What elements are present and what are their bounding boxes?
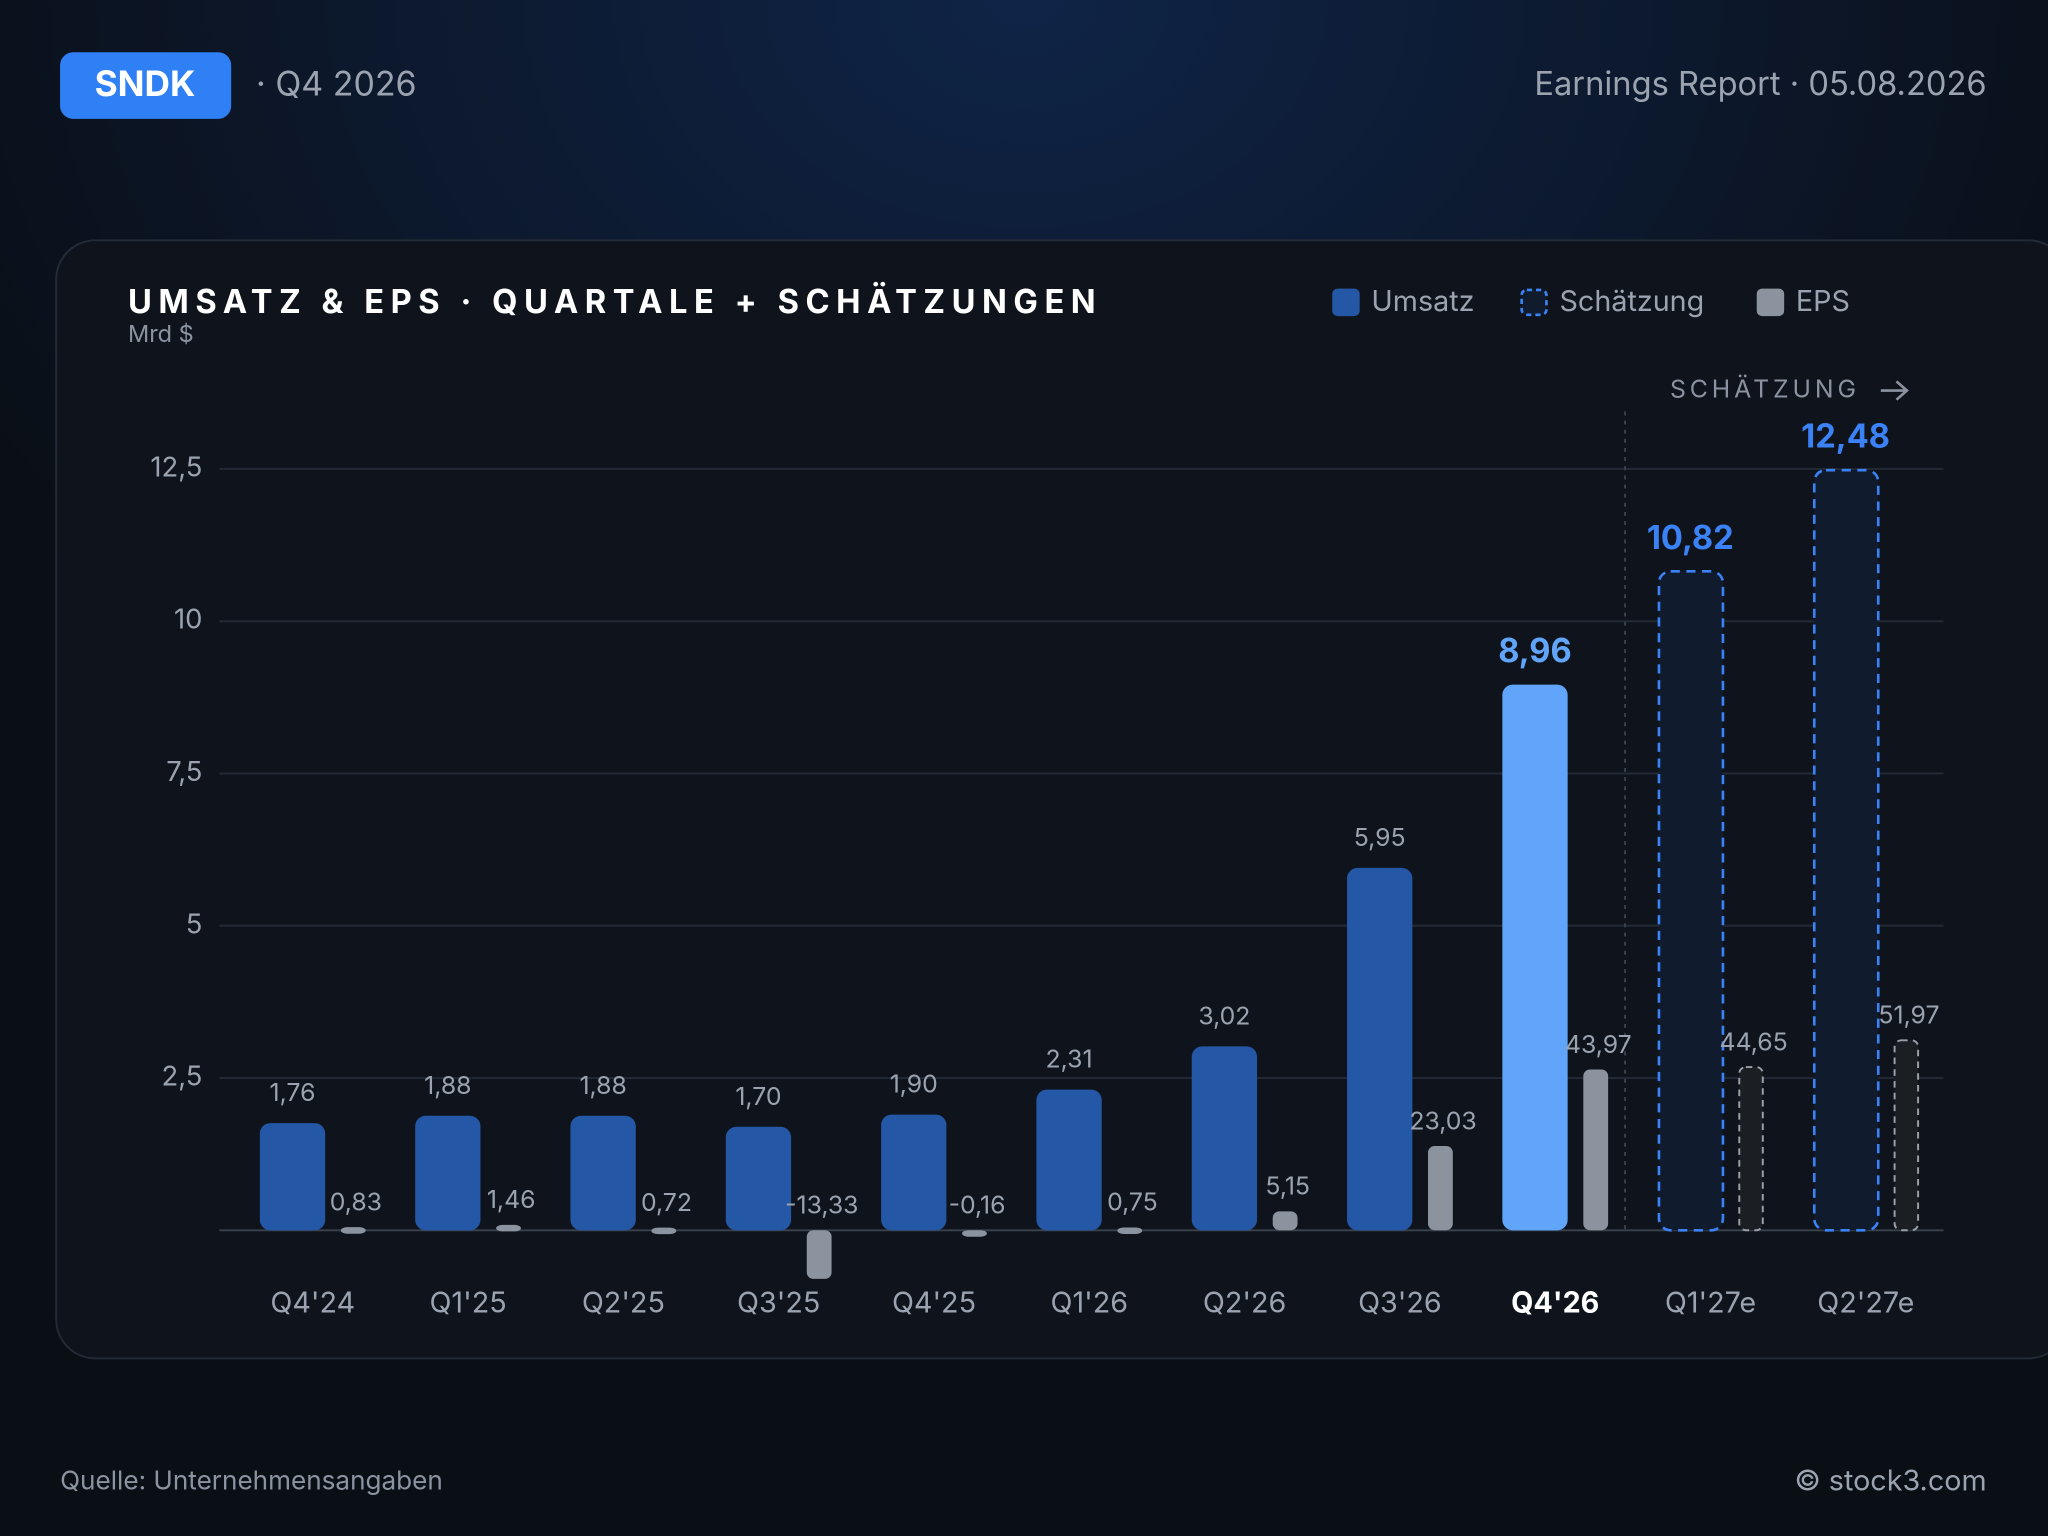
eps-value-label: -0,16 [949, 1189, 1006, 1219]
x-tick-label: Q3'25 [737, 1285, 820, 1320]
x-tick-label: Q4'26 [1511, 1285, 1599, 1320]
eps-value-label: 43,97 [1565, 1029, 1632, 1059]
eps-bar [340, 1227, 366, 1234]
eps-value-label: 23,03 [1409, 1105, 1476, 1135]
eps-bar [651, 1227, 677, 1235]
revenue-bar [881, 1114, 947, 1231]
revenue-bar [415, 1115, 481, 1231]
eps-value-label: 44,65 [1720, 1026, 1788, 1056]
eps-value-label: 0,83 [330, 1186, 382, 1216]
value-label: 1,90 [890, 1069, 938, 1099]
eps-bar [1117, 1227, 1143, 1234]
period: · Q4 2026 [256, 63, 417, 104]
value-label: 8,96 [1498, 630, 1571, 670]
estimate-bar [1812, 468, 1880, 1232]
x-tick-label: Q4'24 [270, 1285, 355, 1320]
eps-value-label: 1,46 [487, 1184, 536, 1214]
report-date: Earnings Report · 05.08.2026 [1534, 63, 1986, 103]
eps-value-label: -13,33 [785, 1189, 858, 1219]
eps-bar [1893, 1039, 1920, 1232]
annotation-arrow [1880, 380, 1909, 401]
estimate-bar [1657, 569, 1725, 1232]
revenue-bar [1502, 684, 1568, 1231]
eps-bar [806, 1230, 832, 1279]
y-tick-label: 12,5 [150, 449, 202, 483]
footer-source: Quelle: Unternehmensangaben [60, 1466, 443, 1497]
eps-bar [962, 1230, 987, 1237]
x-tick-label: Q1'27e [1665, 1285, 1756, 1320]
eps-bar [1738, 1066, 1764, 1232]
legend-label: Umsatz [1371, 283, 1474, 318]
x-tick-label: Q4'25 [892, 1285, 976, 1320]
value-label: 1,88 [579, 1070, 626, 1100]
y-tick-label: 7,5 [166, 754, 202, 788]
revenue-bar [1191, 1046, 1258, 1231]
value-label: 1,88 [424, 1070, 471, 1100]
value-label: 12,48 [1801, 416, 1890, 456]
y-tick-label: 2,5 [162, 1059, 203, 1093]
x-tick-label: Q1'25 [429, 1285, 506, 1320]
value-label: 2,31 [1046, 1044, 1093, 1074]
legend-swatch [1332, 288, 1360, 317]
value-label: 1,76 [270, 1077, 316, 1107]
x-tick-label: Q2'27e [1817, 1285, 1914, 1320]
estimate-annotation: SCHÄTZUNG [1670, 373, 1860, 403]
eps-value-label: 0,75 [1107, 1187, 1158, 1217]
value-label: 10,82 [1647, 517, 1734, 557]
eps-bar [1583, 1069, 1609, 1231]
legend-swatch [1520, 288, 1548, 317]
x-tick-label: Q2'26 [1203, 1285, 1286, 1320]
ticker-badge [60, 52, 232, 119]
footer-copyright: © stock3.com [1794, 1462, 1986, 1497]
revenue-bar [1036, 1089, 1102, 1231]
revenue-bar [259, 1123, 326, 1231]
x-tick-label: Q1'26 [1051, 1285, 1129, 1320]
chart-title: UMSATZ & EPS · QUARTALE + SCHÄTZUNGEN [128, 281, 1102, 321]
ticker: SNDK [95, 62, 196, 105]
y-tick-label: 5 [186, 906, 203, 940]
chart-subtitle: Mrd $ [128, 319, 194, 348]
legend-label: Schätzung [1560, 283, 1705, 318]
x-tick-label: Q3'26 [1358, 1285, 1442, 1320]
revenue-bar [725, 1126, 792, 1231]
legend-label: EPS [1796, 283, 1850, 318]
value-label: 3,02 [1198, 1000, 1250, 1030]
legend-swatch [1756, 288, 1785, 317]
eps-bar [1428, 1146, 1453, 1231]
value-label: 1,70 [735, 1081, 781, 1111]
eps-value-label: 51,97 [1878, 1000, 1939, 1030]
eps-bar [496, 1224, 521, 1232]
eps-value-label: 5,15 [1265, 1171, 1310, 1201]
revenue-bar [570, 1115, 636, 1231]
y-tick-label: 10 [174, 602, 202, 636]
eps-value-label: 0,72 [641, 1187, 692, 1217]
eps-bar [1272, 1211, 1298, 1231]
revenue-bar [1347, 867, 1413, 1231]
x-tick-label: Q2'25 [582, 1285, 665, 1320]
value-label: 5,95 [1354, 822, 1406, 852]
